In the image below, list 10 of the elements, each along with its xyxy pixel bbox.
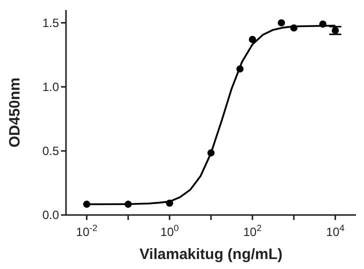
y-tick-label: 0.5 [42, 144, 60, 158]
y-axis-title: OD450nm [6, 77, 24, 148]
y-tick-label: 1.0 [42, 80, 60, 94]
y-tick-label: 0.0 [42, 208, 60, 222]
x-tick-label: 10$^{2}$ [243, 223, 262, 239]
x-tick-label: 10$^{4}$ [326, 223, 344, 239]
x-tick-label: 10$^{-2}$ [76, 223, 98, 239]
x-tick-label: 10$^{0}$ [160, 223, 179, 239]
x-axis-title: Vilamakitug (ng/mL) [139, 246, 283, 263]
y-tick-label: 1.5 [42, 16, 60, 30]
